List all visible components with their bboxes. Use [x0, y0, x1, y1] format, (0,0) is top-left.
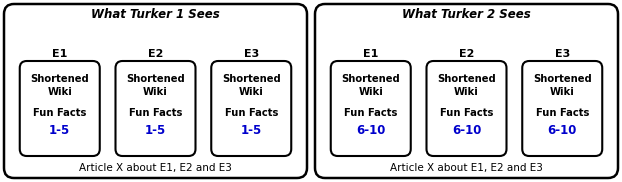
Text: 6-10: 6-10 — [547, 124, 577, 137]
Text: 1-5: 1-5 — [49, 124, 70, 137]
FancyBboxPatch shape — [211, 61, 291, 156]
Text: Wiki: Wiki — [454, 87, 479, 97]
FancyBboxPatch shape — [522, 61, 602, 156]
Text: Article X about E1, E2 and E3: Article X about E1, E2 and E3 — [79, 163, 232, 173]
Text: Shortened: Shortened — [437, 74, 496, 84]
Text: What Turker 2 Sees: What Turker 2 Sees — [402, 9, 531, 21]
FancyBboxPatch shape — [331, 61, 411, 156]
Text: Fun Facts: Fun Facts — [536, 108, 589, 118]
Text: Shortened: Shortened — [533, 74, 592, 84]
FancyBboxPatch shape — [315, 4, 618, 178]
Text: What Turker 1 Sees: What Turker 1 Sees — [91, 9, 220, 21]
Text: Wiki: Wiki — [143, 87, 168, 97]
FancyBboxPatch shape — [4, 4, 307, 178]
Text: 6-10: 6-10 — [356, 124, 386, 137]
Text: Fun Facts: Fun Facts — [129, 108, 182, 118]
Text: Fun Facts: Fun Facts — [33, 108, 86, 118]
Text: E2: E2 — [459, 49, 474, 59]
Text: Fun Facts: Fun Facts — [225, 108, 278, 118]
Text: E2: E2 — [148, 49, 163, 59]
Text: Wiki: Wiki — [358, 87, 383, 97]
FancyBboxPatch shape — [116, 61, 195, 156]
Text: 1-5: 1-5 — [145, 124, 166, 137]
Text: 1-5: 1-5 — [241, 124, 262, 137]
Text: Fun Facts: Fun Facts — [440, 108, 493, 118]
Text: Shortened: Shortened — [222, 74, 281, 84]
Text: E3: E3 — [244, 49, 259, 59]
Text: Shortened: Shortened — [341, 74, 400, 84]
Text: Fun Facts: Fun Facts — [344, 108, 397, 118]
Text: Wiki: Wiki — [550, 87, 575, 97]
Text: 6-10: 6-10 — [452, 124, 481, 137]
Text: Wiki: Wiki — [239, 87, 264, 97]
Text: Shortened: Shortened — [126, 74, 185, 84]
Text: E1: E1 — [52, 49, 67, 59]
FancyBboxPatch shape — [20, 61, 100, 156]
Text: Wiki: Wiki — [47, 87, 72, 97]
Text: E1: E1 — [363, 49, 378, 59]
Text: Shortened: Shortened — [30, 74, 89, 84]
Text: Article X about E1, E2 and E3: Article X about E1, E2 and E3 — [390, 163, 543, 173]
FancyBboxPatch shape — [427, 61, 506, 156]
Text: E3: E3 — [555, 49, 570, 59]
